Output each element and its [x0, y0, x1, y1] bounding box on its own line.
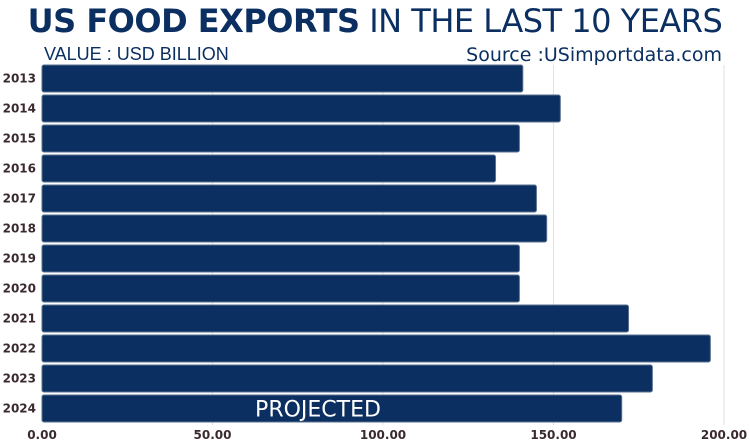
source-label: Source :USimportdata.com — [466, 44, 722, 66]
bar-2024 — [41, 394, 623, 423]
y-tick-label: 2018 — [3, 222, 36, 236]
y-tick-label: 2017 — [3, 192, 36, 206]
x-tick-label: 150.00 — [530, 428, 576, 441]
x-tick-label: 200.00 — [701, 428, 747, 441]
bar-2017 — [41, 184, 537, 213]
bar-2022 — [41, 334, 711, 363]
y-tick-label: 2023 — [3, 372, 36, 386]
x-tick-label: 100.00 — [360, 428, 406, 441]
bar-2019 — [41, 244, 520, 273]
x-tick-label: 0.00 — [27, 428, 57, 441]
bar-2016 — [41, 154, 497, 183]
bar-2023 — [41, 364, 653, 393]
y-tick-label: 2014 — [3, 102, 36, 116]
value-unit-label: VALUE : USD BILLION — [44, 44, 229, 64]
bar-2021 — [41, 304, 630, 333]
bar-2014 — [41, 94, 561, 123]
y-tick-label: 2024 — [3, 402, 36, 416]
x-tick-label: 50.00 — [194, 428, 232, 441]
y-tick-label: 2016 — [3, 162, 36, 176]
projected-annotation: PROJECTED — [255, 398, 381, 423]
bar-2015 — [41, 124, 520, 153]
chart-title: US FOOD EXPORTS IN THE LAST 10 YEARS — [0, 2, 750, 40]
y-tick-label: 2019 — [3, 252, 36, 266]
y-tick-label: 2013 — [3, 72, 36, 86]
y-tick-label: 2015 — [3, 132, 36, 146]
bar-2013 — [41, 64, 524, 93]
chart-title-bold: US FOOD EXPORTS — [27, 2, 360, 40]
bar-2018 — [41, 214, 548, 243]
chart-title-light: IN THE LAST 10 YEARS — [369, 2, 723, 40]
y-tick-label: 2022 — [3, 342, 36, 356]
y-tick-label: 2021 — [3, 312, 36, 326]
bar-2020 — [41, 274, 520, 303]
y-tick-label: 2020 — [3, 282, 36, 296]
